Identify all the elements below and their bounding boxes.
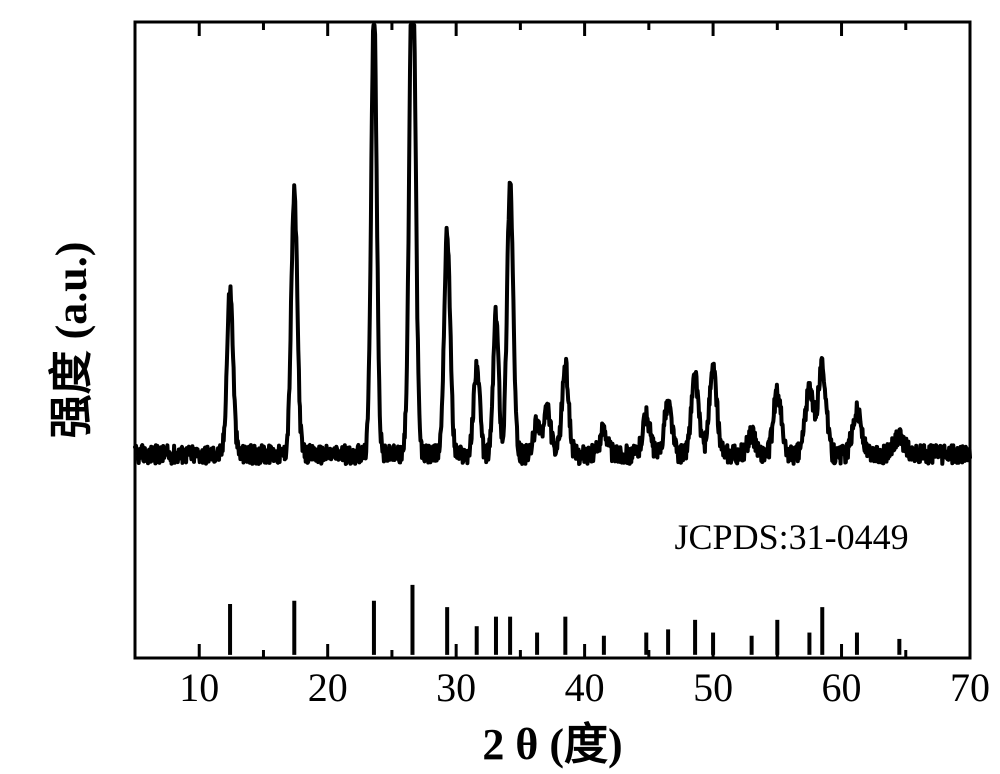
xrd-plot [0, 0, 1000, 774]
y-axis-label: 强度 (a.u.) [35, 242, 99, 439]
x-tick-label: 40 [565, 664, 605, 711]
jcpds-annotation: JCPDS:31-0449 [675, 516, 909, 558]
x-tick-label: 70 [950, 664, 990, 711]
chart-frame: 强度 (a.u.) 2 θ (度) JCPDS:31-0449 10 20 30 40… [0, 0, 1000, 774]
x-tick-label: 30 [436, 664, 476, 711]
x-tick-label: 20 [308, 664, 348, 711]
x-tick-label: 60 [822, 664, 862, 711]
x-tick-label: 50 [693, 664, 733, 711]
x-axis-label: 2 θ (度) [482, 708, 622, 772]
x-tick-label: 10 [179, 664, 219, 711]
